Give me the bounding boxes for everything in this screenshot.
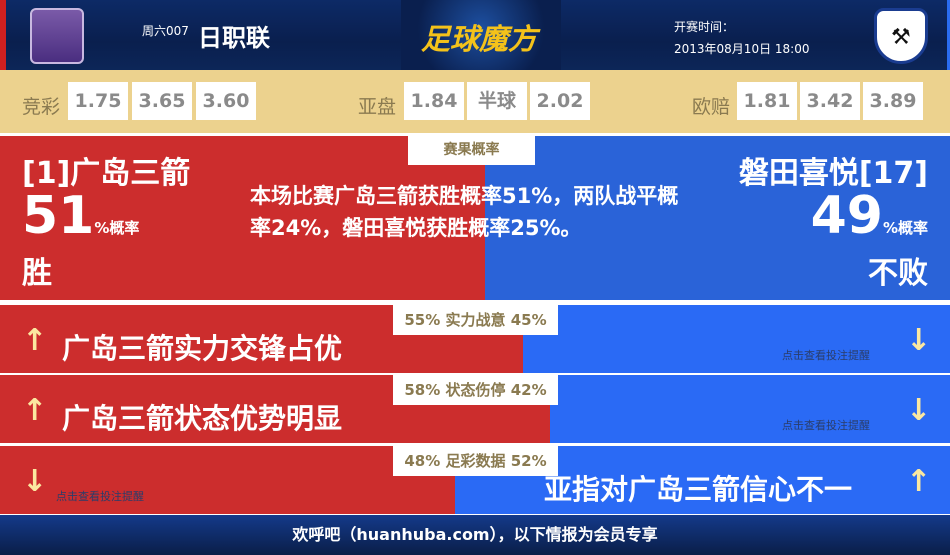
jingcai-label: 竞彩	[22, 96, 61, 118]
analysis-row-form: 58% 状态伤停 42% ↑ 广岛三箭状态优势明显 点击查看投注提醒 ↓	[0, 375, 950, 443]
analysis-row-strength: 55% 实力战意 45% ↑ 广岛三箭实力交锋占优 点击查看投注提醒 ↓	[0, 305, 950, 373]
arrow-down-icon: ↓	[906, 323, 932, 358]
arrow-down-icon: ↓	[22, 464, 48, 499]
result-description: 本场比赛广岛三箭获胜概率51%，两队战平概率24%，磐田喜悦获胜概率25%。	[250, 184, 679, 240]
analysis-row-lottery: 48% 足彩数据 52% ↓ 点击查看投注提醒 亚指对广岛三箭信心不一 ↑	[0, 446, 950, 514]
odds-value: 1.75	[68, 82, 128, 120]
yapan-label: 亚盘	[358, 96, 397, 118]
ouzhi-label: 欧赔	[692, 96, 731, 118]
away-outcome: 不败	[868, 256, 928, 291]
bet-tip-link[interactable]: 点击查看投注提醒	[782, 349, 870, 362]
odds-value: 2.02	[530, 82, 590, 120]
league-name: 日职联	[198, 24, 270, 52]
row-verdict: 亚指对广岛三箭信心不一	[544, 473, 853, 506]
away-team-logo: ⚒	[874, 8, 928, 64]
brand-logo: 足球魔方	[401, 0, 561, 70]
arrow-up-icon: ↑	[906, 464, 932, 499]
row-verdict: 广岛三箭实力交锋占优	[62, 332, 343, 365]
footer-banner: 欢呼吧（huanhuba.com），以下情报为会员专享	[0, 515, 950, 555]
bet-tip-link[interactable]: 点击查看投注提醒	[782, 419, 870, 432]
odds-value: 3.42	[800, 82, 860, 120]
odds-value: 3.65	[132, 82, 192, 120]
kickoff-time: 2013年08月10日 18:00	[674, 42, 810, 56]
row-tag: 58% 状态伤停 42%	[393, 375, 558, 405]
home-team-name: [1]广岛三箭	[22, 156, 191, 191]
arrow-up-icon: ↑	[22, 323, 48, 358]
result-probability-panel: 赛果概率 [1]广岛三箭 51%概率 胜 本场比赛广岛三箭获胜概率51%，两队战…	[0, 136, 950, 300]
row-tag: 48% 足彩数据 52%	[393, 446, 558, 476]
odds-value: 半球	[467, 82, 527, 120]
home-share-bar	[0, 446, 455, 514]
arrow-down-icon: ↓	[906, 393, 932, 428]
home-probability: 51%概率	[22, 186, 140, 246]
arrow-up-icon: ↑	[22, 393, 48, 428]
odds-value: 1.81	[737, 82, 797, 120]
odds-value: 3.60	[196, 82, 256, 120]
away-panel	[485, 136, 950, 300]
home-team-logo	[30, 8, 84, 64]
odds-value: 3.89	[863, 82, 923, 120]
result-tag: 赛果概率	[408, 136, 535, 165]
bet-tip-link[interactable]: 点击查看投注提醒	[56, 490, 144, 503]
row-tag: 55% 实力战意 45%	[393, 305, 558, 335]
odds-value: 1.84	[404, 82, 464, 120]
home-panel	[0, 136, 485, 300]
row-verdict: 广岛三箭状态优势明显	[62, 402, 343, 435]
match-round: 周六007	[142, 24, 189, 38]
away-probability: 49%概率	[810, 186, 928, 246]
home-outcome: 胜	[22, 256, 52, 291]
away-team-name: 磐田喜悦[17]	[738, 156, 928, 191]
match-header: 周六007 日职联 足球魔方 开赛时间： 2013年08月10日 18:00 ⚒	[0, 0, 950, 70]
odds-bar: 竞彩 1.75 3.65 3.60 亚盘 1.84 半球 2.02 欧赔 1.8…	[0, 70, 950, 133]
kickoff-label: 开赛时间：	[674, 20, 735, 34]
